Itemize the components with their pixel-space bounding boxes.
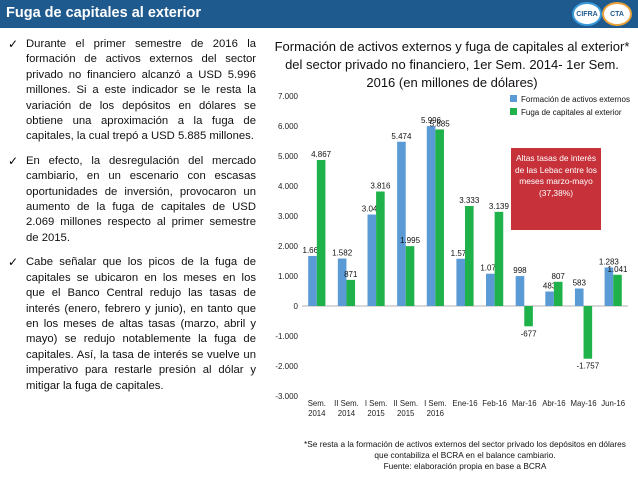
- bullet-text: En efecto, la desregulación del mercado …: [26, 154, 256, 244]
- y-tick-label: 1.000: [278, 272, 299, 281]
- legend-label: Formación de activos externos: [521, 95, 630, 104]
- y-tick-label: -2.000: [275, 362, 298, 371]
- header-bar: Fuga de capitales al exterior CIFRA CTA: [0, 0, 638, 28]
- x-tick-label: I Sem.: [365, 399, 388, 408]
- bar-formacion: [456, 258, 465, 306]
- checkmark-icon: ✓: [8, 255, 19, 270]
- bullet-list: ✓ Durante el primer semestre de 2016 la …: [4, 37, 256, 403]
- x-tick-label: Jun-16: [601, 399, 625, 408]
- x-tick-label: May-16: [571, 399, 597, 408]
- data-label: 1.041: [607, 265, 628, 274]
- bar-formacion: [604, 267, 614, 306]
- y-tick-label: 0: [294, 302, 299, 311]
- bullet-text: Cabe señalar que los picos de la fuga de…: [26, 256, 256, 392]
- y-tick-label: 7.000: [278, 92, 299, 101]
- data-label: 5.474: [391, 132, 412, 141]
- y-tick-label: 6.000: [278, 122, 299, 131]
- bar-formacion: [337, 258, 347, 306]
- bar-formacion: [426, 126, 436, 306]
- bar-formacion: [367, 214, 377, 306]
- bar-fuga: [465, 206, 474, 306]
- checkmark-icon: ✓: [8, 153, 19, 168]
- y-tick-label: 3.000: [278, 212, 299, 221]
- bullet-item: ✓ Durante el primer semestre de 2016 la …: [4, 37, 256, 145]
- x-tick-label: II Sem.: [393, 399, 418, 408]
- legend-swatch: [510, 108, 517, 115]
- data-label: 1.995: [400, 236, 421, 245]
- y-tick-label: 2.000: [278, 242, 299, 251]
- bar-fuga: [553, 281, 563, 306]
- footnote-source: Fuente: elaboración propia en base a BCR…: [383, 461, 547, 471]
- y-tick-label: 4.000: [278, 182, 299, 191]
- x-tick-label: Abr-16: [542, 399, 565, 408]
- x-tick-label: 2014: [338, 409, 356, 418]
- bar-fuga: [346, 279, 356, 306]
- legend-swatch: [510, 95, 517, 102]
- data-label: 3.139: [489, 202, 510, 211]
- x-tick-label: 2015: [397, 409, 415, 418]
- bar-fuga: [494, 211, 504, 306]
- data-label: 1.574: [451, 249, 472, 258]
- data-label: 583: [573, 279, 587, 288]
- data-label: -1.757: [577, 362, 600, 371]
- bar-fuga: [524, 306, 533, 327]
- bar-formacion: [574, 288, 584, 306]
- cifra-logo: CIFRA: [572, 2, 602, 26]
- bar-fuga: [435, 129, 444, 306]
- data-label: 4.867: [311, 150, 332, 159]
- bar-formacion: [308, 255, 317, 306]
- data-label: 871: [344, 270, 358, 279]
- x-tick-label: 2015: [367, 409, 385, 418]
- bar-fuga: [405, 246, 415, 306]
- x-tick-label: Feb-16: [482, 399, 507, 408]
- bar-fuga: [376, 191, 385, 306]
- data-label: 3.333: [459, 196, 480, 205]
- data-label: 1.076: [480, 264, 501, 273]
- data-label: 807: [552, 272, 566, 281]
- footnote-note: *Se resta a la formación de activos exte…: [304, 439, 626, 460]
- bar-fuga: [316, 159, 326, 306]
- bullet-item: ✓ En efecto, la desregulación del mercad…: [4, 154, 256, 246]
- data-label: 3.049: [362, 205, 383, 214]
- x-tick-label: I Sem.: [424, 399, 447, 408]
- bullet-text: Durante el primer semestre de 2016 la fo…: [26, 38, 256, 143]
- bar-fuga: [583, 306, 593, 359]
- data-label: 483: [543, 282, 557, 291]
- x-tick-label: Ene-16: [452, 399, 477, 408]
- chart-title: Formación de activos externos y fuga de …: [274, 39, 630, 90]
- checkmark-icon: ✓: [8, 37, 19, 51]
- bar-formacion: [545, 291, 554, 306]
- page-title: Fuga de capitales al exterior: [6, 5, 202, 21]
- y-tick-label: -1.000: [275, 332, 298, 341]
- data-label: -677: [521, 329, 538, 338]
- bullet-item: ✓ Cabe señalar que los picos de la fuga …: [4, 255, 256, 394]
- bar-chart: -3.000 -2.000 -1.000 0 1.000 2.000 3.000 4.000 5…: [275, 92, 630, 418]
- x-tick-label: Sem.: [308, 399, 326, 408]
- y-tick-label: -3.000: [275, 392, 298, 401]
- bar-formacion: [486, 273, 495, 306]
- legend-label: Fuga de capitales al exterior: [521, 108, 622, 117]
- data-label: 998: [513, 266, 527, 275]
- data-label: 3.816: [370, 182, 391, 191]
- x-tick-label: 2014: [308, 409, 326, 418]
- cta-logo: CTA: [602, 2, 632, 26]
- x-tick-label: 2016: [427, 409, 444, 418]
- x-tick-label: Mar-16: [512, 399, 537, 408]
- data-label: 1.668: [303, 246, 324, 255]
- y-tick-label: 5.000: [278, 152, 299, 161]
- bar-formacion: [397, 141, 406, 306]
- bar-fuga: [613, 274, 622, 306]
- data-label: 1.582: [332, 249, 353, 258]
- interest-rate-callout: Altas tasas de interés de las Lebac entr…: [511, 148, 601, 230]
- data-label: 5.996: [421, 116, 442, 125]
- footnote: *Se resta a la formación de activos exte…: [300, 439, 630, 472]
- bar-formacion: [515, 276, 525, 306]
- data-label: 1.283: [599, 258, 620, 267]
- data-label: 5.885: [430, 119, 451, 128]
- x-tick-label: II Sem.: [334, 399, 359, 408]
